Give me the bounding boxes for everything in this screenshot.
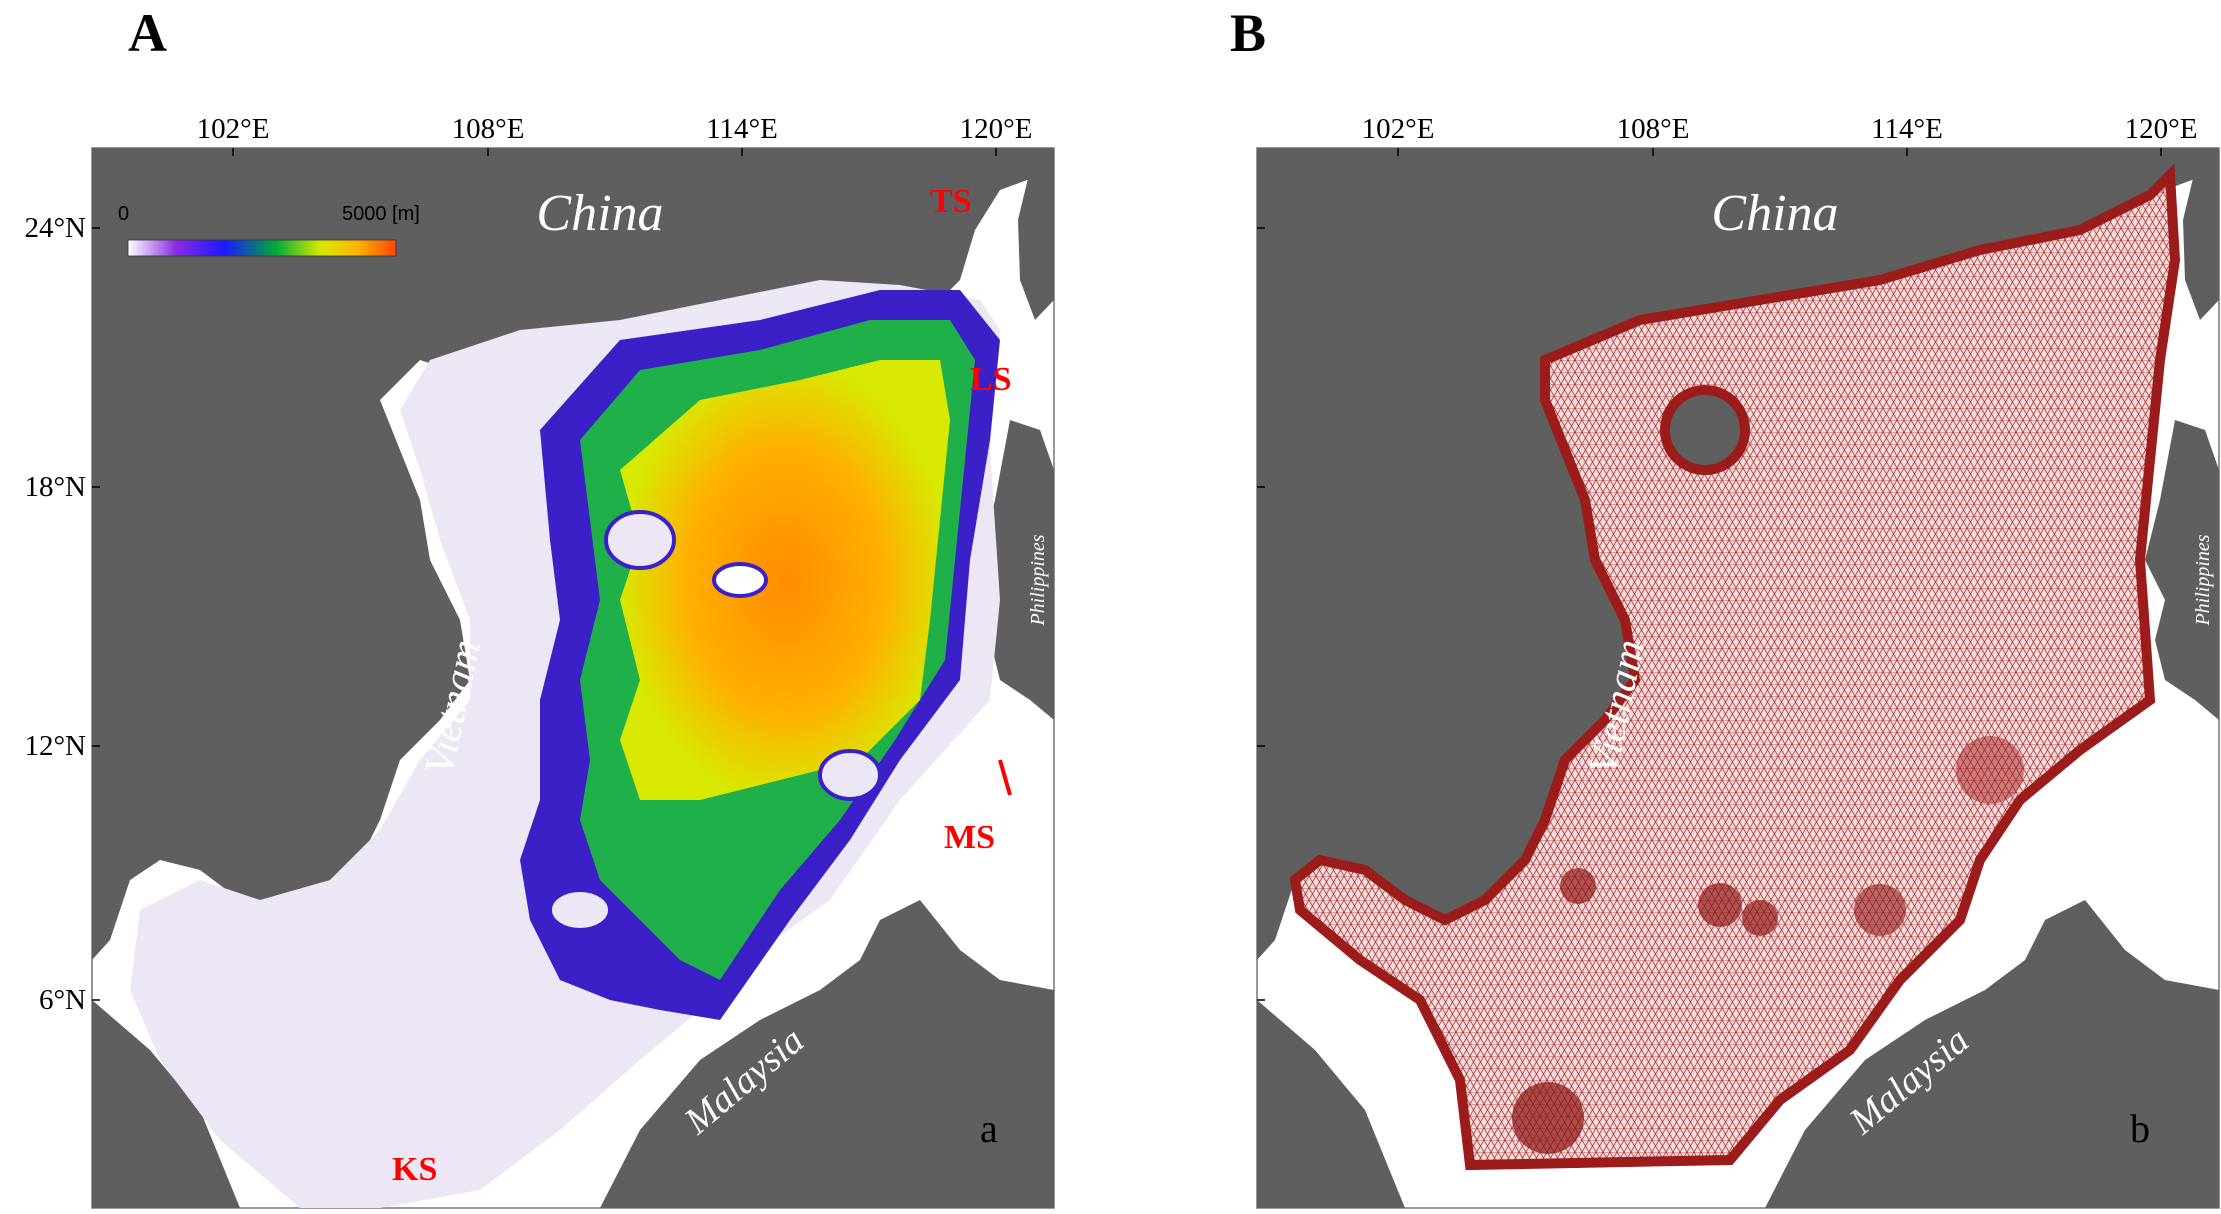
country-label-china: China [1711, 185, 1838, 242]
refinement-zone [1742, 900, 1778, 936]
land-taiwan-b [2183, 165, 2219, 320]
country-label-philippines: Philippines [2192, 534, 2214, 626]
lat-tick-label: 18°N [24, 471, 86, 503]
refinement-zone [1854, 884, 1906, 936]
colorbar-max-label: 5000 [m] [342, 203, 420, 225]
panel-b-map [1256, 147, 2220, 1209]
reef-island-a [712, 562, 768, 598]
subplot-letter-a: a [980, 1106, 998, 1151]
strait-label-ks: KS [392, 1151, 437, 1188]
land-philippines-a [980, 420, 1054, 720]
axis-ticks-a [92, 148, 997, 1001]
panel-label-b: B [1230, 3, 1267, 63]
reef-atoll-a [548, 888, 612, 932]
land-south-a [92, 1000, 240, 1208]
refinement-zone [1560, 868, 1596, 904]
subplot-letter-b: b [2130, 1106, 2150, 1151]
reef-bank-a [818, 749, 882, 801]
axis-ticks-b [1257, 148, 2162, 1001]
reef-shoal-a [604, 510, 676, 570]
panel-label-a: A [128, 3, 167, 63]
land-mass-b [1257, 148, 2219, 960]
strait-label-ms: MS [944, 819, 995, 856]
refinement-zone [1956, 736, 2024, 804]
lon-tick-label: 108°E [452, 113, 525, 145]
land-borneo-a [600, 900, 1054, 1208]
country-label-china: China [536, 185, 663, 242]
strait-label-ts: TS [930, 183, 972, 220]
hainan-island-b [1660, 385, 1750, 475]
land-borneo-b [1765, 900, 2219, 1208]
land-taiwan-a [1018, 165, 1054, 320]
country-label-philippines: Philippines [1027, 534, 1049, 626]
lon-tick-label: 120°E [960, 113, 1033, 145]
deep-basin-inner-a [620, 360, 950, 800]
panel-a-map [91, 147, 1055, 1209]
lon-tick-label: 108°E [1617, 113, 1690, 145]
lon-tick-label: 102°E [197, 113, 270, 145]
refinement-zone [1698, 883, 1742, 927]
lat-tick-label: 12°N [24, 730, 86, 762]
lat-tick-label: 24°N [24, 212, 86, 244]
strait-label-ls: LS [970, 361, 1012, 398]
land-south-b [1257, 1000, 1405, 1208]
refinement-zone [1512, 1082, 1584, 1154]
colorbar-min-label: 0 [118, 203, 129, 225]
lon-tick-label: 120°E [2125, 113, 2198, 145]
strait-marker-ms [998, 759, 1012, 796]
mesh-domain-b [1289, 163, 2181, 1171]
lon-tick-label: 114°E [1871, 113, 1943, 145]
lon-tick-label: 114°E [706, 113, 778, 145]
lon-tick-label: 102°E [1362, 113, 1435, 145]
land-mass-a [92, 148, 1054, 960]
colorbar [127, 239, 397, 257]
land-philippines-b [2145, 420, 2219, 720]
lat-tick-label: 6°N [39, 984, 86, 1016]
